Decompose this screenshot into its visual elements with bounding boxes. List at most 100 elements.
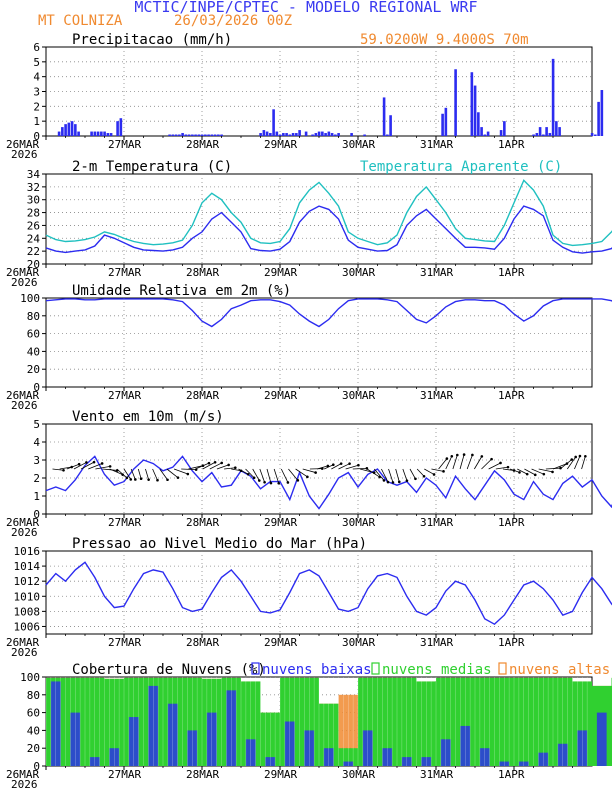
wind-arrow xyxy=(381,468,389,483)
y-tick-label: 28 xyxy=(27,207,40,220)
y-tick-label: 100 xyxy=(20,671,40,684)
precip-bar xyxy=(538,127,542,136)
wind-arrow xyxy=(145,468,150,480)
wind-arrow xyxy=(531,468,544,475)
x-tick-label: 31MAR xyxy=(420,389,453,402)
precip-bar xyxy=(295,133,298,136)
wind-arrow-head xyxy=(525,472,529,476)
wind-arrow-head xyxy=(227,463,230,467)
wind-arrow xyxy=(88,463,103,470)
wind-arrow xyxy=(216,464,229,470)
x-tick-label: 26MAR xyxy=(6,389,39,402)
precip-bar xyxy=(204,134,207,136)
y-tick-label: 5 xyxy=(33,56,40,69)
wind-arrow xyxy=(166,468,179,478)
x-tick-label: 26MAR xyxy=(6,636,39,649)
x-tick-label: 1APR xyxy=(498,389,525,402)
wind-arrow xyxy=(488,462,501,470)
x-tick-label: 29MAR xyxy=(264,636,297,649)
wind-arrow xyxy=(195,462,210,470)
wind-arrow xyxy=(474,456,483,470)
x-tick-label: 27MAR xyxy=(108,389,141,402)
figure-title: MCTIC/INPE/CPTEC - MODELO REGIONAL WRF xyxy=(134,0,477,16)
precip-bar xyxy=(171,134,175,136)
wind-arrow xyxy=(424,468,435,475)
precip-bar xyxy=(555,121,558,136)
precip-bar xyxy=(324,133,327,136)
x-tick-label: 26MAR xyxy=(6,516,39,529)
wind-arrow xyxy=(159,468,168,480)
wind-arrow-head xyxy=(499,461,502,465)
wind-arrow-head xyxy=(129,478,133,481)
x-tick-label: 27MAR xyxy=(108,516,141,529)
panel-title: Umidade Relativa em 2m (%) xyxy=(72,283,291,299)
y-tick-label: 1010 xyxy=(14,590,41,603)
precip-bar xyxy=(61,127,64,136)
series-line-umidade-relativa xyxy=(45,298,612,328)
wind-arrow-head xyxy=(405,479,409,482)
wind-arrow xyxy=(173,468,188,475)
wind-arrow xyxy=(109,468,123,476)
x-tick-label: 31MAR xyxy=(420,266,453,279)
x-tick-label: 28MAR xyxy=(186,389,219,402)
precip-bar xyxy=(600,90,604,136)
wind-arrow-head xyxy=(471,453,474,457)
wind-arrow-head xyxy=(490,457,493,461)
precip-bar xyxy=(168,134,171,136)
y-tick-label: 1 xyxy=(33,115,40,128)
y-tick-label: 1016 xyxy=(14,545,41,558)
x-tick-label: 29MAR xyxy=(264,266,297,279)
wind-arrow-head xyxy=(518,471,521,474)
series-line-temperatura-aparente xyxy=(45,179,612,247)
wind-arrow-head xyxy=(296,479,300,482)
x-year-label: 2026 xyxy=(11,526,38,539)
wind-arrow xyxy=(259,468,265,483)
wind-arrow xyxy=(345,464,359,470)
precip-bar xyxy=(174,134,178,136)
wind-arrow xyxy=(409,468,416,480)
precip-bar xyxy=(64,124,67,136)
wind-arrow-head xyxy=(414,477,417,481)
precip-bar xyxy=(499,130,503,136)
wind-arrow-head xyxy=(269,481,273,485)
precip-bar xyxy=(119,118,123,136)
wind-arrow-head xyxy=(542,472,546,476)
precip-bar xyxy=(337,133,340,136)
y-tick-label: 20 xyxy=(27,363,40,376)
y-tick-label: 60 xyxy=(27,707,40,720)
precip-bar xyxy=(314,133,318,136)
x-tick-label: 30MAR xyxy=(342,138,375,151)
precip-bar xyxy=(96,131,100,136)
wind-arrow xyxy=(130,468,136,480)
wind-arrow xyxy=(123,468,132,480)
y-tick-label: 80 xyxy=(27,310,40,323)
y-tick-label: 5 xyxy=(33,418,40,431)
x-tick-label: 29MAR xyxy=(264,389,297,402)
wind-arrow-head xyxy=(445,457,449,460)
x-tick-label: 29MAR xyxy=(264,516,297,529)
wind-arrow-head xyxy=(533,473,537,477)
precip-bar xyxy=(220,134,223,136)
wind-arrow xyxy=(59,466,72,470)
y-tick-label: 32 xyxy=(27,181,40,194)
precip-bar xyxy=(444,107,448,136)
y-tick-label: 40 xyxy=(27,724,40,737)
y-tick-label: 20 xyxy=(27,742,40,755)
wind-arrow-head xyxy=(166,478,169,482)
wind-arrow xyxy=(452,454,458,470)
panel-frame xyxy=(45,173,593,265)
precip-bar xyxy=(291,133,295,136)
wind-arrow xyxy=(245,468,255,479)
precip-bar xyxy=(210,134,214,136)
x-tick-label: 31MAR xyxy=(420,516,453,529)
y-tick-label: 26 xyxy=(27,219,40,232)
y-tick-label: 0 xyxy=(33,508,40,521)
panel-title: Pressao ao Nivel Medio do Mar (hPa) xyxy=(72,536,367,552)
y-tick-label: 60 xyxy=(27,328,40,341)
wind-arrow xyxy=(295,468,308,478)
precip-bar xyxy=(321,131,324,136)
precip-bar xyxy=(532,134,535,136)
precip-bar xyxy=(334,134,337,136)
